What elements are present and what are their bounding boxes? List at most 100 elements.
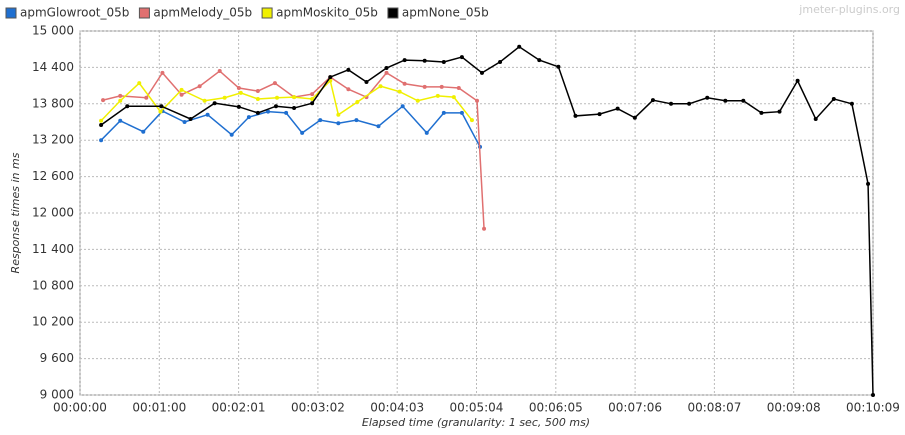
y-tick-label: 13 200 bbox=[32, 133, 74, 147]
data-point bbox=[217, 69, 222, 74]
data-point bbox=[202, 98, 207, 103]
data-point bbox=[439, 84, 444, 89]
legend-label: apmGlowroot_05b bbox=[20, 6, 129, 20]
data-point bbox=[255, 96, 260, 101]
data-point bbox=[160, 70, 165, 75]
data-point bbox=[284, 110, 289, 115]
data-point bbox=[364, 79, 369, 84]
data-point bbox=[141, 129, 146, 134]
data-point bbox=[255, 110, 260, 115]
data-point bbox=[402, 81, 407, 86]
y-tick-label: 10 800 bbox=[32, 278, 74, 292]
data-point bbox=[777, 109, 782, 114]
data-point bbox=[310, 101, 315, 106]
data-point bbox=[597, 112, 602, 117]
legend-swatch bbox=[138, 7, 150, 19]
x-axis-title: Elapsed time (granularity: 1 sec, 500 ms… bbox=[362, 416, 590, 429]
x-tick-label: 00:10:09 bbox=[846, 401, 900, 415]
data-point bbox=[402, 58, 407, 63]
x-tick-label: 00:09:08 bbox=[767, 401, 821, 415]
data-point bbox=[479, 70, 484, 75]
x-tick-label: 00:02:01 bbox=[212, 401, 266, 415]
data-point bbox=[310, 96, 315, 101]
data-point bbox=[376, 124, 381, 129]
data-point bbox=[118, 118, 123, 123]
x-tick-label: 00:08:07 bbox=[687, 401, 741, 415]
data-point bbox=[669, 101, 674, 106]
data-point bbox=[197, 84, 202, 89]
data-point bbox=[475, 98, 480, 103]
data-point bbox=[459, 55, 464, 60]
data-point bbox=[118, 93, 123, 98]
x-tick-label: 00:03:02 bbox=[291, 401, 345, 415]
data-point bbox=[556, 64, 561, 69]
data-point bbox=[384, 66, 389, 71]
y-tick-label: 14 400 bbox=[32, 60, 74, 74]
data-point bbox=[300, 130, 305, 135]
data-point bbox=[158, 109, 163, 114]
data-point bbox=[650, 98, 655, 103]
data-point bbox=[159, 104, 164, 109]
data-point bbox=[292, 95, 297, 100]
data-point bbox=[424, 130, 429, 135]
data-point bbox=[451, 95, 456, 100]
data-point bbox=[759, 110, 764, 115]
data-point bbox=[188, 116, 193, 121]
legend-label: apmMoskito_05b bbox=[276, 6, 378, 20]
data-point bbox=[441, 59, 446, 64]
data-point bbox=[573, 113, 578, 118]
data-point bbox=[222, 95, 227, 100]
y-tick-label: 10 200 bbox=[32, 315, 74, 329]
data-point bbox=[498, 59, 503, 64]
data-point bbox=[459, 110, 464, 115]
data-point bbox=[99, 118, 104, 123]
data-point bbox=[354, 118, 359, 123]
data-point bbox=[310, 92, 315, 97]
x-tick-label: 00:01:00 bbox=[132, 401, 186, 415]
data-point bbox=[517, 44, 522, 49]
data-point bbox=[741, 98, 746, 103]
y-tick-label: 9 000 bbox=[40, 388, 74, 402]
data-point bbox=[212, 101, 217, 106]
data-point bbox=[328, 75, 333, 80]
data-point bbox=[144, 95, 149, 100]
x-tick-label: 00:05:04 bbox=[450, 401, 504, 415]
x-tick-label: 00:07:06 bbox=[608, 401, 662, 415]
data-point bbox=[615, 106, 620, 111]
data-point bbox=[705, 95, 710, 100]
data-point bbox=[813, 116, 818, 121]
data-point bbox=[537, 58, 542, 63]
data-point bbox=[795, 78, 800, 83]
legend-label: apmNone_05b bbox=[402, 6, 489, 20]
data-point bbox=[179, 92, 184, 97]
data-point bbox=[346, 87, 351, 92]
legend-label: apmMelody_05b bbox=[153, 6, 252, 20]
data-point bbox=[99, 138, 104, 143]
legend: apmGlowroot_05b apmMelody_05b apmMoskito_0… bbox=[5, 6, 489, 20]
data-point bbox=[441, 110, 446, 115]
data-point bbox=[266, 109, 271, 114]
data-point bbox=[273, 104, 278, 109]
y-tick-label: 11 400 bbox=[32, 242, 74, 256]
data-point bbox=[236, 86, 241, 91]
legend-swatch bbox=[261, 7, 273, 19]
series-line bbox=[100, 105, 481, 148]
data-point bbox=[849, 101, 854, 106]
data-point bbox=[422, 84, 427, 89]
y-axis-title: Response times in ms bbox=[9, 152, 22, 273]
y-tick-label: 9 600 bbox=[40, 351, 74, 365]
legend-swatch bbox=[387, 7, 399, 19]
data-point bbox=[456, 86, 461, 91]
y-tick-label: 12 000 bbox=[32, 206, 74, 220]
data-point bbox=[318, 118, 323, 123]
data-point bbox=[336, 121, 341, 126]
data-point bbox=[632, 115, 637, 120]
data-point bbox=[346, 67, 351, 72]
data-point bbox=[723, 98, 728, 103]
data-point bbox=[137, 81, 142, 86]
x-tick-label: 00:06:05 bbox=[529, 401, 583, 415]
data-point bbox=[397, 89, 402, 94]
data-point bbox=[831, 96, 836, 101]
watermark: jmeter-plugins.org bbox=[798, 3, 900, 16]
